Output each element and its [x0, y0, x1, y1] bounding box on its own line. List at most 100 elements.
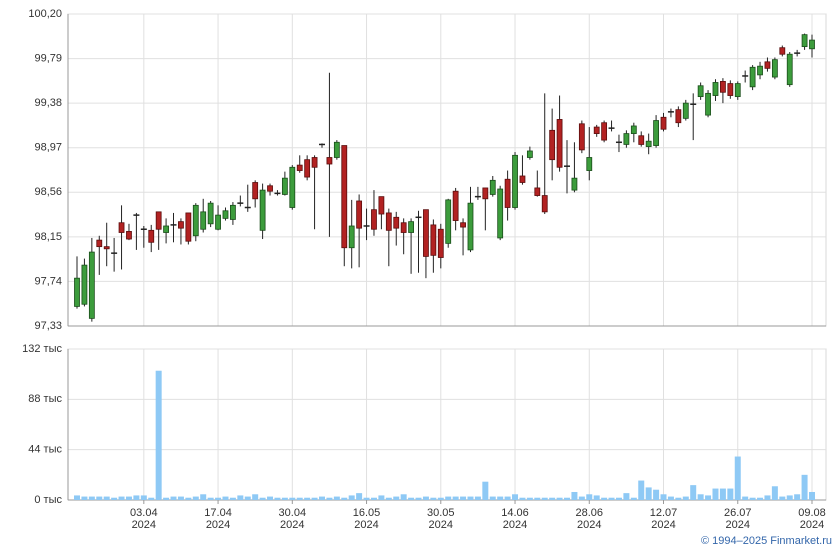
- candle-body: [734, 83, 741, 98]
- volume-bar: [326, 497, 333, 500]
- candle-body: [378, 196, 385, 215]
- volume-bar: [586, 494, 593, 500]
- volume-bar: [445, 496, 452, 500]
- candle-body: [341, 145, 348, 249]
- candle-body: [586, 157, 593, 171]
- volume-bar: [564, 497, 570, 500]
- volume-bar: [148, 497, 155, 500]
- candle-body: [534, 187, 541, 196]
- volume-bar: [88, 496, 95, 500]
- volume-panel-frame: [67, 348, 827, 501]
- volume-bar: [630, 497, 637, 500]
- y-tick-label: 99,38: [34, 97, 62, 109]
- candle-body: [504, 178, 511, 208]
- candle-body: [630, 125, 637, 134]
- candle-body: [289, 166, 296, 208]
- volume-bar: [460, 496, 467, 500]
- candle-body: [230, 204, 236, 220]
- candle-body: [400, 222, 407, 233]
- candle-body: [215, 214, 221, 230]
- y-tick-label: 100,20: [28, 8, 62, 20]
- volume-bar: [578, 496, 585, 500]
- y-tick-label: 97,33: [34, 320, 62, 332]
- volume-bar: [512, 494, 519, 500]
- candle-body: [371, 209, 377, 230]
- volume-bar: [526, 497, 533, 500]
- volume-bar: [549, 497, 556, 500]
- volume-bar: [422, 496, 429, 500]
- volume-bar: [177, 496, 184, 500]
- candle-body: [526, 150, 533, 158]
- x-tick-label: 16.05 2024: [353, 507, 381, 531]
- candle-body: [430, 224, 437, 256]
- candle-body: [601, 122, 608, 141]
- volume-bar: [519, 497, 526, 500]
- volume-bar: [601, 497, 608, 500]
- candle-body: [356, 200, 363, 229]
- volume-bar: [608, 497, 615, 500]
- candle-body: [311, 157, 318, 168]
- volume-bar: [779, 496, 786, 500]
- candle-body: [103, 246, 110, 250]
- candle-body: [178, 221, 184, 229]
- candle-body: [660, 116, 667, 130]
- y-tick-label: 0 тыс: [34, 494, 62, 506]
- candle-body: [185, 212, 192, 242]
- candle-body: [393, 216, 400, 229]
- volume-bar: [133, 495, 140, 500]
- volume-bar: [229, 497, 236, 500]
- volume-bar: [571, 491, 578, 500]
- volume-bar: [734, 456, 741, 500]
- candle-body: [207, 202, 214, 225]
- volume-bar: [764, 495, 771, 500]
- volume-bar: [556, 497, 563, 500]
- volume-bar: [81, 496, 88, 500]
- volume-bar: [185, 497, 192, 500]
- volume-bar: [259, 497, 266, 500]
- volume-bar: [705, 495, 712, 500]
- candle-body: [801, 34, 808, 48]
- volume-bar: [452, 496, 459, 500]
- candle-body: [148, 229, 155, 243]
- volume-bar: [140, 495, 147, 500]
- volume-bar: [757, 497, 764, 500]
- volume-bar: [504, 496, 511, 500]
- volume-bar: [638, 480, 645, 500]
- candle-body: [697, 85, 704, 98]
- candle-body: [771, 59, 778, 78]
- candle-body: [779, 47, 786, 55]
- y-tick-label: 132 тыс: [22, 343, 62, 355]
- source: © 1994–2025 Finmarket.ru: [701, 535, 832, 547]
- volume-bar: [474, 496, 481, 500]
- volume-bar: [348, 495, 355, 500]
- volume-bar: [281, 497, 288, 500]
- candle-body: [74, 277, 80, 307]
- candle-body: [126, 231, 132, 240]
- volume-bar: [749, 497, 756, 500]
- candle-body: [222, 210, 229, 219]
- volume-bar: [712, 488, 719, 500]
- candle-body: [88, 251, 95, 319]
- volume-bar: [615, 497, 622, 500]
- x-tick-label: 09.08 2024: [798, 507, 826, 531]
- volume-bar: [163, 497, 170, 500]
- volume-bar: [370, 497, 377, 500]
- volume-bar: [319, 496, 325, 500]
- volume-bar: [155, 370, 162, 500]
- candle-body: [296, 164, 303, 171]
- candle-body: [549, 129, 556, 161]
- candle-body: [267, 185, 273, 192]
- candle-body: [497, 188, 504, 239]
- volume-bar: [385, 497, 392, 500]
- volume-bar: [682, 496, 689, 500]
- x-tick-label: 30.05 2024: [427, 507, 455, 531]
- candle-body: [423, 209, 429, 257]
- candle-body: [348, 225, 355, 249]
- volume-bar: [74, 495, 80, 500]
- candle-body: [437, 228, 444, 258]
- candle-body: [712, 82, 719, 96]
- candle-body: [452, 190, 459, 221]
- candle-body: [653, 120, 659, 146]
- candle-body: [556, 119, 563, 168]
- candle-body: [541, 195, 548, 213]
